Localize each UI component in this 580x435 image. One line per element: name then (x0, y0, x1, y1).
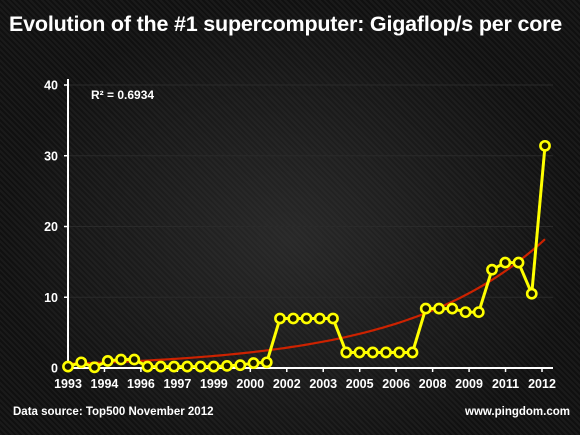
x-tick-label: 1993 (54, 377, 82, 391)
data-point (300, 312, 313, 325)
data-point (472, 306, 485, 319)
axes-layer (64, 79, 553, 372)
points-layer (62, 139, 551, 374)
data-point (499, 256, 512, 269)
data-point (539, 139, 551, 152)
data-point (274, 312, 286, 325)
x-tick-label: 2011 (492, 377, 519, 391)
y-tick-label: 0 (51, 362, 58, 376)
data-point (380, 346, 392, 359)
y-tick-labels: 0 10 20 30 40 (44, 79, 58, 376)
data-point (446, 302, 459, 315)
data-point (327, 312, 339, 325)
website-credit: www.pingdom.com (465, 406, 570, 418)
data-point (512, 256, 525, 269)
x-tick-label: 2002 (273, 377, 301, 391)
data-point (75, 356, 88, 369)
data-point (168, 360, 180, 373)
data-point (62, 360, 74, 373)
data-point (433, 302, 445, 315)
data-point (234, 359, 247, 372)
data-point (287, 312, 300, 325)
data-point (88, 361, 101, 374)
x-tick-labels: 1993 1994 1996 1997 1999 2000 2002 2003 2005 2006… (54, 377, 556, 391)
data-point (525, 287, 538, 300)
data-point (101, 355, 114, 367)
data-point (313, 312, 326, 325)
x-tick-label: 2009 (455, 377, 483, 391)
data-point (486, 263, 498, 276)
data-point (366, 346, 379, 359)
grid-layer (68, 84, 553, 369)
data-point (141, 360, 154, 373)
data-source-note: Data source: Top500 November 2012 (13, 406, 214, 418)
x-tick-label: 2008 (419, 377, 447, 391)
x-tick-label: 1994 (91, 377, 119, 391)
data-point (419, 302, 432, 315)
x-tick-label: 1996 (127, 377, 155, 391)
y-tick-label: 20 (44, 220, 58, 234)
data-point (353, 346, 366, 359)
x-tick-label: 2012 (528, 377, 556, 391)
data-point (128, 353, 141, 366)
data-point (221, 359, 233, 372)
y-tick-label: 40 (44, 79, 58, 93)
series-line (67, 145, 547, 369)
x-tick-label: 1997 (163, 377, 191, 391)
data-point (393, 346, 406, 359)
trend-line (67, 238, 546, 365)
data-point (260, 356, 273, 369)
data-point (154, 360, 167, 373)
x-tick-label: 1999 (200, 377, 228, 391)
data-point (194, 360, 207, 373)
x-tick-label: 2005 (346, 377, 374, 391)
x-tick-label: 2000 (236, 377, 264, 391)
chart-title: Evolution of the #1 supercomputer: Gigaf… (9, 12, 563, 36)
data-point (406, 346, 419, 359)
y-tick-label: 10 (44, 291, 58, 305)
data-point (459, 306, 472, 319)
data-point (181, 360, 194, 373)
x-tick-label: 2003 (309, 377, 337, 391)
data-point (247, 357, 260, 369)
y-tick-label: 30 (44, 149, 58, 163)
data-point (115, 353, 127, 366)
data-point (207, 360, 220, 373)
r-squared-annotation: R² = 0.6934 (91, 88, 154, 102)
x-tick-label: 2006 (382, 377, 410, 391)
data-point (340, 346, 353, 359)
